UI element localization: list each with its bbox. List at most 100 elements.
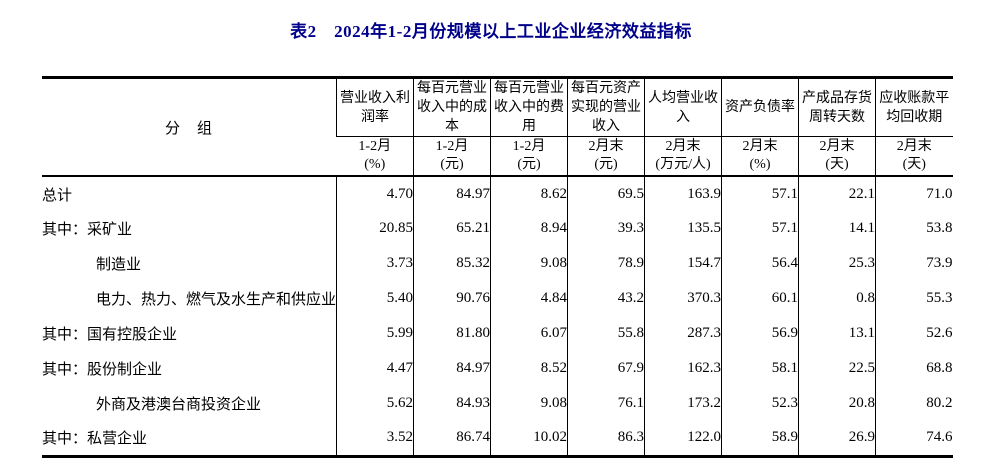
table-header: 分 组 营业收入利润率 每百元营业收入中的成本 每百元营业收入中的费用 每百元资产实现… — [42, 77, 953, 177]
row-label-cell: 其中：采矿业 — [42, 211, 337, 246]
column-subheader: 2月末 (天) — [875, 136, 953, 177]
value-cell: 84.93 — [413, 386, 491, 421]
page-title: 表2 2024年1-2月份规模以上工业企业经济效益指标 — [290, 22, 692, 41]
value-cell: 20.8 — [798, 386, 876, 421]
row-label-prefix: 其中： — [42, 327, 88, 343]
header-row-names: 分 组 营业收入利润率 每百元营业收入中的成本 每百元营业收入中的费用 每百元资产实现… — [42, 77, 953, 177]
value-cell: 13.1 — [798, 316, 876, 351]
row-label: 股份制企业 — [87, 362, 163, 378]
value-cell: 4.70 — [336, 176, 414, 211]
row-label-cell: 总计 — [42, 176, 337, 211]
row-label-cell: 外商及港澳台商投资企业 — [42, 386, 337, 421]
value-cell: 55.3 — [875, 281, 953, 316]
value-cell: 71.0 — [875, 176, 953, 211]
table-row: 外商及港澳台商投资企业 5.62 84.93 9.08 76.1 173.2 52.3 20… — [42, 386, 953, 421]
value-cell: 84.97 — [413, 176, 491, 211]
value-cell: 74.6 — [875, 421, 953, 456]
value-cell: 56.4 — [721, 246, 799, 281]
column-unit: (%) — [364, 157, 386, 172]
row-label: 私营企业 — [87, 431, 148, 448]
column-header: 人均营业收入 — [644, 77, 722, 137]
value-cell: 78.9 — [567, 246, 645, 281]
row-label: 国有控股企业 — [87, 327, 178, 343]
value-cell: 10.02 — [490, 421, 568, 456]
column-header: 资产负债率 — [721, 77, 799, 137]
value-cell: 58.1 — [721, 351, 799, 386]
table-row: 其中：私营企业 3.52 86.74 10.02 86.3 122.0 58.9 26.9 7… — [42, 421, 953, 456]
column-period: 1-2月 — [358, 139, 392, 154]
value-cell: 8.52 — [490, 351, 568, 386]
value-cell: 90.76 — [413, 281, 491, 316]
value-cell: 173.2 — [644, 386, 722, 421]
value-cell: 86.74 — [413, 421, 491, 456]
value-cell: 5.40 — [336, 281, 414, 316]
column-subheader: 1-2月 (元) — [490, 136, 568, 177]
column-header: 每百元营业收入中的成本 — [413, 77, 491, 137]
value-cell: 57.1 — [721, 176, 799, 211]
value-cell: 58.9 — [721, 421, 799, 456]
value-cell: 81.80 — [413, 316, 491, 351]
row-label-prefix: 其中： — [42, 362, 88, 378]
value-cell: 6.07 — [490, 316, 568, 351]
column-period: 1-2月 — [435, 139, 469, 154]
column-period: 2月末 — [665, 139, 701, 154]
value-cell: 20.85 — [336, 211, 414, 246]
column-unit: (%) — [749, 157, 771, 172]
column-subheader: 2月末 (万元/人) — [644, 136, 722, 177]
value-cell: 80.2 — [875, 386, 953, 421]
value-cell: 8.62 — [490, 176, 568, 211]
value-cell: 8.94 — [490, 211, 568, 246]
value-cell: 55.8 — [567, 316, 645, 351]
value-cell: 56.9 — [721, 316, 799, 351]
column-subheader: 2月末 (天) — [798, 136, 876, 177]
value-cell: 68.8 — [875, 351, 953, 386]
column-subheader: 1-2月 (%) — [336, 136, 414, 177]
value-cell: 43.2 — [567, 281, 645, 316]
column-unit: (元) — [440, 157, 464, 172]
column-period: 2月末 — [819, 139, 855, 154]
value-cell: 9.08 — [490, 386, 568, 421]
table-row: 其中：采矿业 20.85 65.21 8.94 39.3 135.5 57.1 14.1 53… — [42, 211, 953, 246]
group-column-header: 分 组 — [42, 77, 337, 177]
column-header: 营业收入利润率 — [336, 77, 414, 137]
column-unit: (元) — [594, 157, 618, 172]
value-cell: 135.5 — [644, 211, 722, 246]
value-cell: 14.1 — [798, 211, 876, 246]
column-unit: (万元/人) — [655, 157, 711, 172]
column-header: 每百元资产实现的营业收入 — [567, 77, 645, 137]
value-cell: 163.9 — [644, 176, 722, 211]
value-cell: 57.1 — [721, 211, 799, 246]
value-cell: 52.6 — [875, 316, 953, 351]
column-period: 1-2月 — [512, 139, 546, 154]
value-cell: 86.3 — [567, 421, 645, 456]
table-body: 总计 4.70 84.97 8.62 69.5 163.9 57.1 22.1 71.0 其中… — [42, 176, 953, 456]
row-label: 外商及港澳台商投资企业 — [96, 397, 262, 413]
row-label-cell: 其中：私营企业 — [42, 421, 337, 456]
column-header: 每百元营业收入中的费用 — [490, 77, 568, 137]
column-subheader: 2月末 (元) — [567, 136, 645, 177]
row-label-cell: 其中：股份制企业 — [42, 351, 337, 386]
row-label-prefix: 其中： — [42, 431, 88, 448]
column-unit: (天) — [902, 157, 926, 172]
value-cell: 60.1 — [721, 281, 799, 316]
header-row-periods: 1-2月 (%) 1-2月 (元) 1-2月 (元) 2月末 (元) 2月末 (… — [42, 136, 953, 177]
value-cell: 4.47 — [336, 351, 414, 386]
row-label-cell: 其中：国有控股企业 — [42, 316, 337, 351]
value-cell: 26.9 — [798, 421, 876, 456]
value-cell: 22.5 — [798, 351, 876, 386]
value-cell: 22.1 — [798, 176, 876, 211]
value-cell: 3.73 — [336, 246, 414, 281]
table-row: 制造业 3.73 85.32 9.08 78.9 154.7 56.4 25.3 73.9 — [42, 246, 953, 281]
row-label: 总计 — [42, 187, 73, 204]
value-cell: 9.08 — [490, 246, 568, 281]
column-period: 2月末 — [742, 139, 778, 154]
value-cell: 4.84 — [490, 281, 568, 316]
value-cell: 52.3 — [721, 386, 799, 421]
column-period: 2月末 — [588, 139, 624, 154]
column-header: 应收账款平均回收期 — [875, 77, 953, 137]
column-subheader: 2月末 (%) — [721, 136, 799, 177]
row-label: 制造业 — [96, 257, 142, 273]
row-label: 电力、热力、燃气及水生产和供应业 — [96, 292, 337, 308]
value-cell: 39.3 — [567, 211, 645, 246]
